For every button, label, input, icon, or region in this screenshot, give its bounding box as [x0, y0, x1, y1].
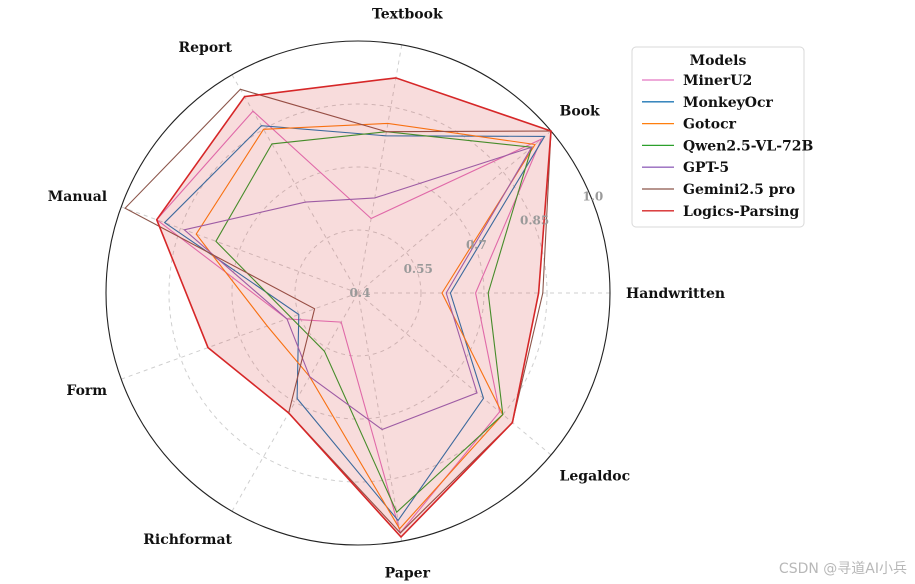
legend-entry: Qwen2.5-VL-72B: [683, 138, 813, 154]
legend-entry: Logics-Parsing: [683, 204, 799, 220]
grid-circle: [168, 103, 548, 483]
legend-entry: Gotocr: [683, 117, 737, 133]
series-monkeyocr: [163, 125, 546, 522]
radial-tick-labels: 0.4 0.55 0.7 0.85 1.0: [350, 190, 604, 300]
series-gotocr: [195, 122, 536, 530]
grid-spoke: [357, 292, 403, 542]
grid-spoke: [357, 130, 552, 294]
axis-label-handwritten: Handwritten: [626, 286, 725, 302]
legend-box: [631, 46, 805, 228]
tick-label: 0.85: [520, 214, 549, 228]
axis-label-richformat: Richformat: [143, 532, 232, 548]
grid-circle: [231, 166, 485, 420]
legend: Models MinerU2 MonkeyOcr Gotocr Qwen2.5-VL-7…: [631, 46, 813, 228]
axis-label-manual: Manual: [48, 189, 107, 205]
axis-label-legaldoc: Legaldoc: [560, 469, 631, 485]
series-qwen2-5-vl-72b: [215, 131, 533, 514]
watermark-text: CSDN @寻道AI小兵: [778, 561, 907, 577]
axis-labels: Handwritten Book Textbook Report Manual Form R…: [48, 6, 725, 581]
legend-entry: Gemini2.5 pro: [683, 182, 795, 198]
grid-spoke: [121, 206, 359, 294]
axis-label-paper: Paper: [385, 566, 431, 582]
grid-spoke: [121, 292, 359, 380]
tick-label: 0.55: [404, 262, 433, 276]
tick-label: 0.4: [350, 286, 371, 300]
axis-label-textbook: Textbook: [372, 6, 443, 22]
outer-frame-circle: [105, 40, 611, 546]
series-gpt-5: [183, 146, 533, 431]
tick-label: 1.0: [582, 190, 603, 204]
radar-series: [124, 77, 552, 539]
axis-label-book: Book: [560, 103, 601, 119]
axis-label-report: Report: [178, 40, 232, 56]
grid-circle: [294, 229, 422, 357]
grid-spoke: [357, 292, 552, 456]
grid-spoke: [231, 292, 359, 512]
grid-spoke: [357, 44, 403, 294]
series-logics-parsing: [155, 77, 552, 539]
legend-entry: GPT-5: [683, 160, 729, 176]
legend-entry: MonkeyOcr: [683, 95, 773, 111]
legend-entry: MinerU2: [683, 73, 752, 89]
tick-label: 0.7: [466, 238, 487, 252]
radar-grid: [105, 40, 611, 546]
legend-title: Models: [690, 53, 747, 69]
axis-label-form: Form: [66, 383, 107, 399]
series-gemini2-5-pro: [124, 88, 552, 534]
